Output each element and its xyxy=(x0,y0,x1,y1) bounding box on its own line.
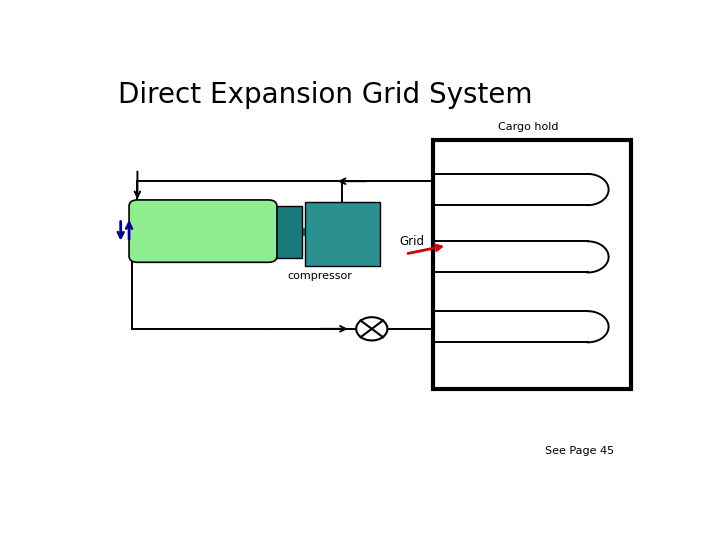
Text: compressor: compressor xyxy=(288,271,353,281)
Circle shape xyxy=(356,317,387,341)
Text: Grid: Grid xyxy=(400,235,425,248)
Bar xyxy=(260,206,302,258)
Text: Condenser: Condenser xyxy=(169,225,237,238)
Text: See Page 45: See Page 45 xyxy=(545,446,614,456)
Text: Direct Expansion Grid System: Direct Expansion Grid System xyxy=(118,82,532,110)
FancyBboxPatch shape xyxy=(129,200,277,262)
Bar xyxy=(305,202,380,266)
Bar xyxy=(433,140,631,389)
Text: Cargo hold: Cargo hold xyxy=(498,122,559,132)
